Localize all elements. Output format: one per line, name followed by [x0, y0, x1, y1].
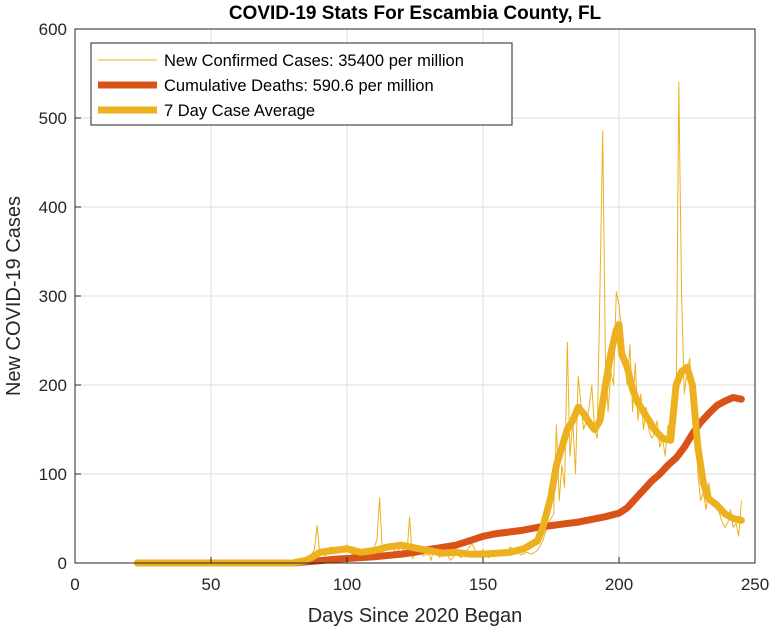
- legend-label-average: 7 Day Case Average: [164, 102, 315, 120]
- x-tick-labels: 0 50 100 150 200 250: [70, 575, 769, 594]
- legend-box: [90, 42, 513, 126]
- series-layer: [134, 81, 745, 567]
- y-tick-label: 500: [39, 109, 67, 128]
- x-tick-label: 0: [70, 575, 79, 594]
- y-tick-label: 100: [39, 465, 67, 484]
- legend-label-deaths: Cumulative Deaths: 590.6 per million: [164, 77, 434, 95]
- legend-label-new-cases: New Confirmed Cases: 35400 per million: [164, 52, 464, 70]
- x-tick-label: 150: [469, 575, 497, 594]
- x-tick-label: 50: [202, 575, 221, 594]
- y-tick-label: 600: [39, 20, 67, 39]
- y-tick-label: 200: [39, 376, 67, 395]
- y-axis-title: New COVID-19 Cases: [3, 196, 25, 396]
- x-tick-label: 100: [333, 575, 361, 594]
- x-tick-label: 200: [605, 575, 633, 594]
- series-line-average: [134, 321, 745, 567]
- x-axis-title: Days Since 2020 Began: [308, 605, 523, 627]
- x-tick-label: 250: [741, 575, 769, 594]
- legend: New Confirmed Cases: 35400 per million C…: [90, 42, 513, 126]
- axis-ticks: [74, 28, 756, 564]
- y-tick-label: 300: [39, 287, 67, 306]
- y-tick-labels: 0 100 200 300 400 500 600: [39, 20, 67, 573]
- y-tick-label: 0: [58, 554, 67, 573]
- y-tick-label: 400: [39, 198, 67, 217]
- chart-title: COVID-19 Stats For Escambia County, FL: [229, 3, 602, 24]
- series-line-deaths: [134, 394, 745, 567]
